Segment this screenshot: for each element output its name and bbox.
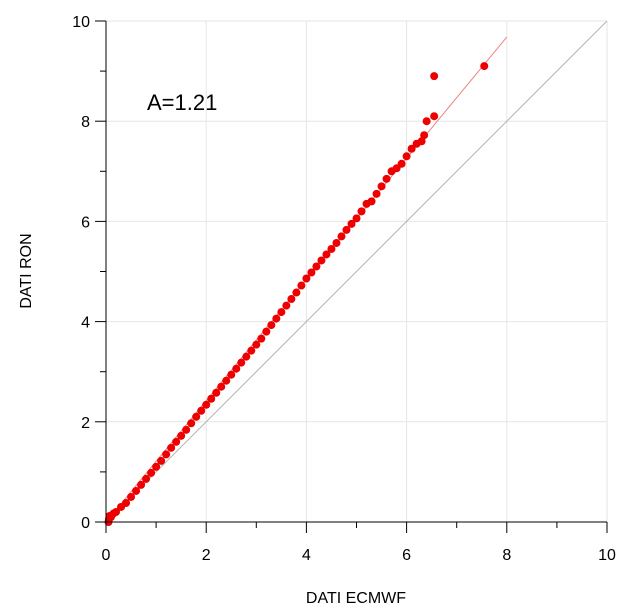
data-point <box>307 268 316 277</box>
tick-marks <box>95 20 608 533</box>
data-point <box>232 364 241 373</box>
data-points <box>104 62 489 526</box>
data-point <box>302 274 311 283</box>
data-point <box>397 159 406 168</box>
data-point <box>177 431 186 440</box>
data-point <box>212 388 221 397</box>
y-tick-label: 2 <box>81 415 90 432</box>
data-point <box>402 152 411 161</box>
data-point <box>127 492 136 501</box>
data-point <box>162 450 171 459</box>
y-tick-label: 8 <box>81 114 90 131</box>
data-point <box>377 182 386 191</box>
data-point <box>147 468 156 477</box>
data-point <box>277 308 286 317</box>
data-point <box>322 250 331 259</box>
y-tick-label: 0 <box>81 515 90 532</box>
data-point <box>172 437 181 446</box>
identity-line <box>105 20 608 523</box>
x-tick-label: 4 <box>302 547 311 564</box>
data-point <box>192 412 201 421</box>
data-point <box>152 462 161 471</box>
data-point <box>480 62 489 71</box>
x-tick-label: 6 <box>402 547 411 564</box>
x-tick-label: 2 <box>202 547 211 564</box>
data-point <box>282 301 291 310</box>
y-tick-label: 4 <box>81 315 90 332</box>
data-point <box>197 406 206 415</box>
data-point <box>167 443 176 452</box>
data-point <box>237 358 246 367</box>
data-point <box>187 419 196 428</box>
data-point <box>137 480 146 489</box>
y-tick-label: 10 <box>72 14 90 31</box>
x-tick-label: 10 <box>598 547 616 564</box>
data-point <box>202 400 211 409</box>
data-point <box>122 498 131 507</box>
data-point <box>382 174 391 183</box>
data-point <box>257 334 266 343</box>
data-point <box>157 456 166 465</box>
data-point <box>217 382 226 391</box>
data-point <box>142 474 151 483</box>
y-tick-label: 6 <box>81 214 90 231</box>
data-point <box>247 346 256 355</box>
data-point <box>297 281 306 290</box>
data-point <box>337 232 346 241</box>
y-axis-label: DATI RON <box>18 233 35 308</box>
x-tick-label: 8 <box>502 547 511 564</box>
data-point <box>372 189 381 198</box>
data-point <box>430 112 439 121</box>
tick-labels: 0 2 4 6 8 10 0 2 4 6 8 10 <box>72 14 616 564</box>
fit-annotation: A=1.21 <box>147 90 217 115</box>
data-point <box>312 262 321 271</box>
data-point <box>242 352 251 361</box>
data-point <box>420 131 429 140</box>
data-point <box>132 486 141 495</box>
x-axis-label: DATI ECMWF <box>306 590 406 607</box>
data-point <box>347 219 356 228</box>
data-point <box>367 197 376 206</box>
grid <box>105 20 608 523</box>
data-point <box>207 394 216 403</box>
data-point <box>342 225 351 234</box>
data-point <box>352 214 361 223</box>
data-point <box>417 137 426 146</box>
data-point <box>252 340 261 349</box>
data-point <box>332 238 341 247</box>
data-point <box>262 327 271 336</box>
data-point <box>272 314 281 323</box>
data-point <box>407 144 416 153</box>
data-point <box>222 376 231 385</box>
data-point <box>112 507 121 516</box>
data-point <box>327 244 336 253</box>
data-point <box>182 425 191 434</box>
x-tick-label: 0 <box>102 547 111 564</box>
data-point <box>227 370 236 379</box>
data-point <box>430 72 439 81</box>
data-point <box>422 117 431 126</box>
data-point <box>267 321 276 330</box>
data-point <box>287 295 296 304</box>
data-point <box>357 207 366 216</box>
data-point <box>317 256 326 265</box>
data-point <box>292 288 301 297</box>
